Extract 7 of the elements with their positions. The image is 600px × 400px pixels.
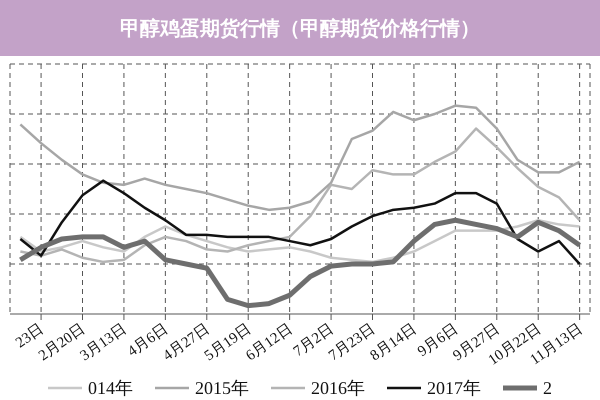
- chart-title: 甲醇鸡蛋期货行情（甲醇期货价格行情）: [0, 0, 600, 56]
- x-tick-label: 23日: [13, 321, 47, 352]
- legend-label: 2017年: [427, 377, 481, 400]
- legend-label: 2016年: [311, 377, 365, 400]
- legend-label: 2015年: [195, 377, 249, 400]
- legend-label: 2: [543, 378, 552, 398]
- legend-label: 014年: [88, 377, 133, 400]
